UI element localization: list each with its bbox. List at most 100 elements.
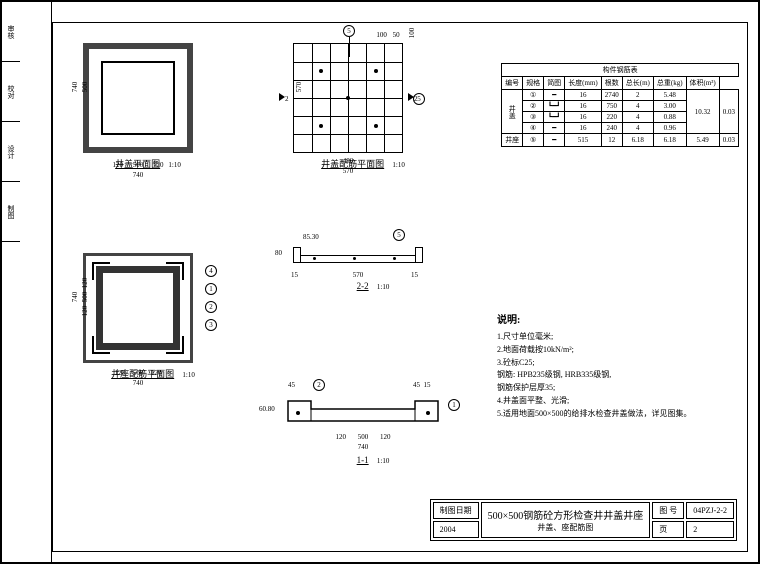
- date-value: 2004: [433, 521, 479, 538]
- left-label: 审核: [2, 2, 20, 62]
- dim-left: 80: [275, 249, 282, 257]
- dim-val: 50: [393, 31, 400, 39]
- td: ━: [544, 134, 565, 147]
- corner-bar: [92, 336, 110, 354]
- td: 220: [601, 112, 622, 123]
- td: 2: [622, 90, 653, 101]
- dim-top: 85.30: [303, 233, 319, 241]
- cover-inner: [101, 61, 175, 135]
- dim-vert: 500: [81, 57, 89, 117]
- page-label: 页: [652, 521, 684, 538]
- th: 规格: [523, 77, 544, 90]
- note-line: 钢筋: HPB235级钢, HRB335级钢,: [497, 369, 737, 382]
- notes-block: 说明: 1.尺寸单位毫米; 2.地面荷载按10kN/m²; 3.砼标C25; 钢…: [497, 313, 737, 421]
- dim-val: 120: [115, 369, 126, 377]
- td: 16: [565, 101, 602, 112]
- td: 6.18: [622, 134, 653, 147]
- td: 750: [601, 101, 622, 112]
- dim-right: 100: [408, 23, 416, 43]
- th: 总重(kg): [653, 77, 686, 90]
- td: 5.49: [686, 134, 719, 147]
- dim-bottom: 120 500 120: [283, 433, 443, 441]
- td: 0.88: [653, 112, 686, 123]
- leader: [349, 37, 350, 57]
- td: 0.96: [653, 123, 686, 134]
- td: 240: [601, 123, 622, 134]
- left-label: 设计: [2, 122, 20, 182]
- dim-top-r: 45 15: [413, 381, 431, 389]
- section-11-view: 2 1 45 45 15 60.80 120 500 120 740 1-1 1…: [283, 391, 463, 465]
- dim-val: 500: [81, 292, 89, 303]
- num-label: 图 号: [652, 502, 684, 519]
- dim-horiz-total: 740: [83, 171, 193, 179]
- th: 编号: [502, 77, 523, 90]
- td: 2740: [601, 90, 622, 101]
- td: ①: [523, 90, 544, 101]
- dim-val: 500: [133, 369, 144, 377]
- title-text: 2-2: [357, 281, 369, 291]
- dim-val: 120: [81, 306, 89, 317]
- dim-val: 120: [380, 433, 391, 441]
- beam-outer: [83, 253, 193, 363]
- view-title: 2-2 1:10: [293, 281, 453, 291]
- dim-val: 120: [113, 161, 124, 169]
- td: 4: [622, 123, 653, 134]
- dim-val: 500: [133, 161, 144, 169]
- lip-r: [415, 247, 423, 263]
- th: 根数: [601, 77, 622, 90]
- left-label: 校对: [2, 62, 20, 122]
- td: 3.00: [653, 101, 686, 112]
- dim-b-edge-r: 15: [411, 271, 418, 279]
- td: ┗━┛: [544, 112, 565, 123]
- td: 10.32: [686, 90, 719, 134]
- bubble-4: 4: [205, 265, 217, 277]
- td: 6.18: [653, 134, 686, 147]
- td: 16: [565, 90, 602, 101]
- group-cell: 井座: [502, 134, 523, 147]
- td: 5.48: [653, 90, 686, 101]
- lip-l: [293, 247, 301, 263]
- td: ②: [523, 101, 544, 112]
- td: 0.03: [719, 134, 738, 147]
- dim-vert-total: 740: [71, 57, 79, 117]
- inner-border: 120 500 120 740 500 740 井盖平面图 1:10: [52, 22, 748, 552]
- td: 4: [622, 112, 653, 123]
- th: 简图: [544, 77, 565, 90]
- plan-view: 120 500 120 740 500 740 井盖平面图 1:10: [83, 43, 213, 170]
- date-label: 制图日期: [433, 502, 479, 519]
- corner-bar: [166, 336, 184, 354]
- dim-bottom-total: 740: [283, 443, 443, 451]
- dim-val: 480: [343, 157, 354, 165]
- note-line: 3.砼标C25;: [497, 357, 737, 370]
- page-value: 2: [686, 521, 734, 538]
- section-2-mark-right: 2: [408, 93, 418, 103]
- note-line: 钢筋保护层厚35;: [497, 382, 737, 395]
- th: 长度(mm): [565, 77, 602, 90]
- dim-val: 120: [153, 161, 164, 169]
- dim-bottom: 120 500 120: [83, 369, 193, 377]
- cover-outer: [83, 43, 193, 153]
- corner-bar: [92, 262, 110, 280]
- dim-left: 60.80: [259, 405, 275, 413]
- sheet-number: 04PZJ-2-2: [686, 502, 734, 519]
- rebar-plan-view: 5 5 100 50 100 2 2 570 480 570 井盖配筋平面图 1…: [293, 43, 433, 170]
- title-block: 制图日期 500×500钢筋砼方形检查井井盖井座 井盖、座配筋图 图 号 04P…: [430, 499, 737, 541]
- sheet-title: 500×500钢筋砼方形检查井井盖井座: [488, 507, 644, 522]
- mark-num: 2: [285, 95, 289, 103]
- td: ━: [544, 123, 565, 134]
- bubble-5: 5: [393, 229, 405, 241]
- bubble-5: 5: [343, 25, 355, 37]
- group-cell: 井盖: [502, 90, 523, 134]
- beam-plan-view: 1 2 3 4 120 500 120 740 120 500 120 740 …: [83, 253, 223, 380]
- bubble-3: 3: [205, 319, 217, 331]
- dim-bottom: 480: [293, 157, 403, 165]
- left-revision-strip: 审核 校对 设计 制图: [2, 2, 52, 562]
- bubble-2: 2: [313, 379, 325, 391]
- dim-bottom: 570: [293, 271, 423, 279]
- th: 体积(m³): [686, 77, 719, 90]
- dim-bottom-total: 570: [293, 167, 403, 175]
- bubble-1: 1: [448, 399, 460, 411]
- dim-bottom-total: 740: [83, 379, 193, 387]
- note-line: 1.尺寸单位毫米;: [497, 331, 737, 344]
- rebar-grid: [293, 43, 403, 153]
